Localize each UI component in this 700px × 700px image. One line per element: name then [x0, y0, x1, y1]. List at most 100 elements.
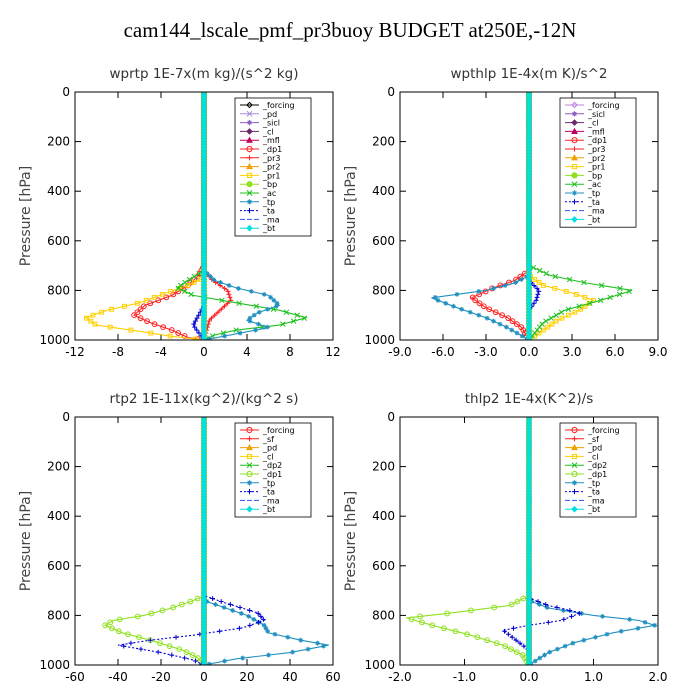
- series-point-ac: [626, 288, 632, 295]
- series-point-dp1: [509, 318, 516, 325]
- series-point-dp1: [170, 291, 177, 298]
- x-tick-label: 4: [243, 345, 251, 359]
- series-point-tp: [547, 649, 553, 655]
- legend-label-forcing: _forcing: [262, 101, 295, 110]
- series-point-pr1: [88, 318, 94, 324]
- series-point-pr1: [572, 309, 578, 315]
- series-point-ac: [196, 270, 202, 277]
- legend-marker-pd: [246, 110, 253, 117]
- series-point-dp1: [417, 613, 423, 620]
- legend-marker-cl: [571, 119, 578, 126]
- series-point-ac: [598, 282, 605, 289]
- x-tick-label: -6.0: [431, 345, 454, 359]
- series-point-pr1: [559, 315, 565, 321]
- series-point-tp: [561, 608, 566, 613]
- legend-label-bp: _bp: [262, 180, 277, 189]
- series-point-dp1: [505, 315, 512, 322]
- series-point-pr3: [222, 286, 228, 291]
- legend-marker-bt: [571, 505, 578, 513]
- series-point-dp1: [464, 631, 470, 638]
- series-point-ta: [121, 643, 127, 649]
- x-tick-label: 6.0: [605, 345, 624, 359]
- series-point-tp: [204, 271, 210, 276]
- series-point-pr1: [540, 283, 546, 288]
- series-point-dp1: [116, 616, 123, 623]
- legend-marker-pr1: [571, 164, 578, 170]
- chart-panel-2: wpthlp 1E-4x(m K)/s^2 Pressure [hPa] -9.0 -…: [343, 66, 668, 359]
- series-point-pr1: [92, 321, 98, 327]
- series-point-tp: [248, 288, 254, 294]
- series-point-tp: [467, 309, 473, 315]
- series-point-pr1: [536, 280, 542, 285]
- plot-frame: [399, 416, 659, 666]
- legend-marker-ac: [571, 181, 578, 188]
- series-point-ta: [536, 288, 542, 294]
- series-point-ac: [236, 300, 242, 307]
- x-tick-label: 0.0: [519, 670, 538, 684]
- y-axis-label: Pressure [hPa]: [343, 166, 359, 266]
- series-point-ac: [536, 267, 543, 274]
- series-point-dp1: [175, 330, 182, 336]
- series-point-dp1: [513, 321, 520, 328]
- legend-label-forcing: _forcing: [262, 426, 295, 435]
- series-point-ac: [552, 273, 559, 280]
- series-point-tp: [206, 661, 212, 665]
- x-tick-label: -2.0: [388, 670, 411, 684]
- legend-marker-dp1: [246, 470, 253, 478]
- legend-marker-forcing: [571, 101, 578, 109]
- x-tick-label: -60: [65, 670, 85, 684]
- series-point-dp1: [486, 306, 493, 313]
- series-point-dp1: [476, 300, 483, 307]
- y-tick-label: 800: [47, 283, 70, 297]
- legend-label-dp2: _dp2: [262, 461, 282, 470]
- series-point-ac: [280, 321, 286, 327]
- legend-label-bt: _bt: [587, 505, 600, 514]
- series-point-dp1: [508, 646, 514, 653]
- series-point-pr1: [536, 330, 542, 336]
- legend-label-cl: _cl: [262, 452, 274, 461]
- legend-label-pr3: _pr3: [262, 154, 280, 163]
- series-point-dp1: [155, 297, 162, 304]
- legend-label-mfl: _mfl: [262, 136, 280, 145]
- series-point-dp1: [137, 315, 144, 322]
- series-point-tp: [593, 634, 598, 640]
- series-point-ta: [567, 608, 573, 613]
- series-point-pr1: [128, 327, 134, 333]
- plot-frame: [74, 91, 334, 341]
- series-point-ta: [237, 605, 243, 610]
- series-line-pr1: [84, 92, 205, 340]
- series-point-dp1: [140, 303, 147, 310]
- y-tick-label: 200: [47, 135, 70, 149]
- chart-panel-3: rtp2 1E-11x(kg^2)/(kg^2 s) Pressure [hPa]…: [18, 391, 341, 684]
- legend-marker-tp: [246, 199, 253, 205]
- series-point-tp: [454, 291, 460, 297]
- series-point-ac: [175, 285, 181, 292]
- series-point-dp1: [502, 643, 509, 650]
- series-point-pr3: [225, 288, 231, 294]
- series-line-dp1: [406, 417, 530, 665]
- series-point-dp1: [493, 640, 500, 647]
- legend-label-tp: _tp: [262, 198, 275, 207]
- series-point-pr1: [191, 280, 197, 285]
- series-point-pr1: [148, 330, 154, 336]
- series-point-ta: [237, 625, 242, 631]
- series-group: [431, 92, 633, 340]
- y-tick-label: 1000: [39, 658, 70, 672]
- legend-marker-ta: [571, 199, 578, 205]
- series-point-dp1: [452, 628, 459, 635]
- series-point-ac: [553, 312, 559, 318]
- series-point-dp1: [520, 327, 527, 333]
- series-point-pr3: [215, 309, 221, 315]
- y-tick-label: 800: [47, 608, 70, 622]
- series-point-pr1: [159, 291, 165, 297]
- y-tick-label: 600: [47, 234, 70, 248]
- series-point-dp1: [159, 607, 166, 614]
- legend-label-dp1: _dp1: [262, 470, 282, 479]
- series-point-ta: [138, 646, 144, 652]
- x-tick-label: -9.0: [388, 345, 411, 359]
- legend-marker-tp: [571, 480, 578, 486]
- series-point-tp: [261, 291, 267, 297]
- series-point-tp: [544, 605, 550, 610]
- series-point-tp: [274, 300, 280, 306]
- series-point-dp1: [107, 619, 114, 626]
